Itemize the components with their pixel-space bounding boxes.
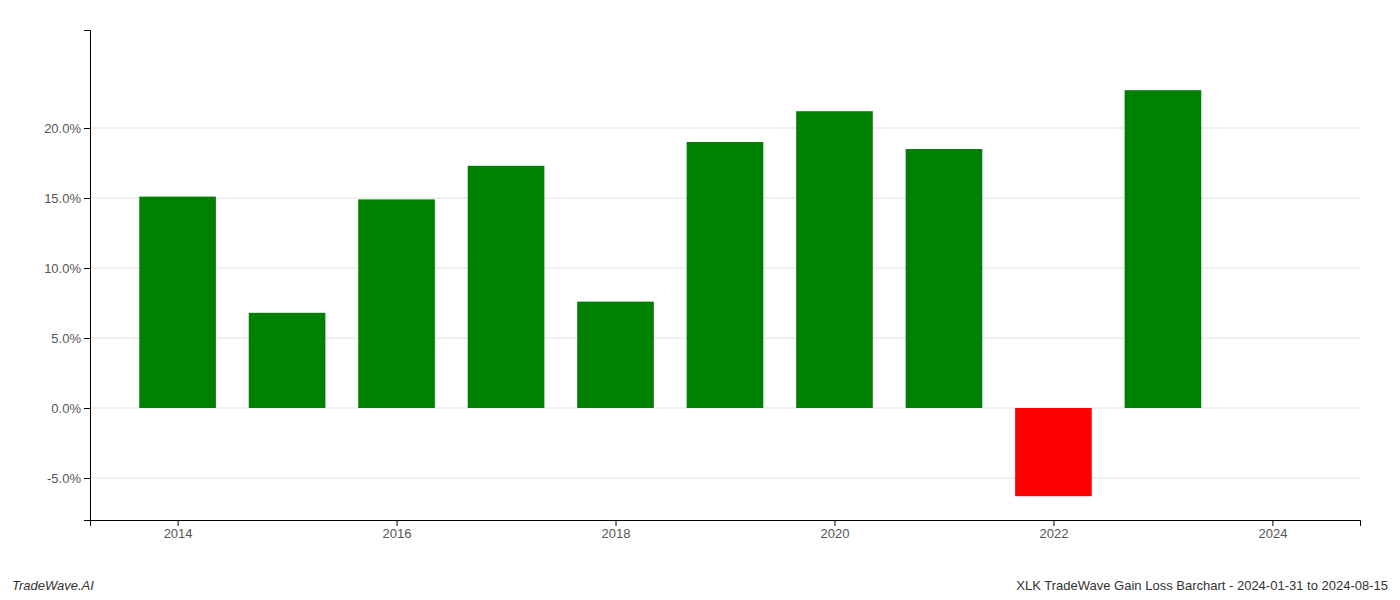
tick-mark — [84, 128, 90, 129]
tick-label: 2022 — [1039, 526, 1068, 541]
bar — [796, 111, 873, 408]
bar — [687, 142, 764, 408]
tick-label: 5.0% — [51, 331, 81, 346]
bar — [577, 302, 654, 408]
tick: 10.0% — [44, 261, 90, 276]
bar — [358, 199, 435, 408]
tick: -5.0% — [47, 471, 90, 486]
tick-mark — [1272, 520, 1273, 526]
tick: 15.0% — [44, 191, 90, 206]
tick-mark — [616, 520, 617, 526]
axis-line — [91, 521, 1361, 527]
tick: 2022 — [1039, 520, 1068, 541]
tick-mark — [178, 520, 179, 526]
tick: 2018 — [602, 520, 631, 541]
tick-label: 2018 — [602, 526, 631, 541]
tick: 5.0% — [51, 331, 90, 346]
bar — [1015, 408, 1092, 496]
tick: 2016 — [383, 520, 412, 541]
tick-mark — [84, 198, 90, 199]
tick-label: -5.0% — [47, 471, 81, 486]
tick-mark — [84, 408, 90, 409]
grid-line — [90, 478, 1360, 479]
bar — [468, 166, 545, 408]
tick-label: 2020 — [821, 526, 850, 541]
x-axis: 2014 2016 2018 2020 2022 2024 — [91, 520, 1361, 541]
tick-mark — [397, 520, 398, 526]
tick: 0.0% — [51, 401, 90, 416]
tick-label: 20.0% — [44, 121, 81, 136]
tick-label: 0.0% — [51, 401, 81, 416]
tick: 2024 — [1258, 520, 1287, 541]
title: XLK TradeWave Gain Loss Barchart - 2024-… — [1016, 578, 1388, 593]
tick-label: 2014 — [164, 526, 193, 541]
bar — [249, 313, 326, 408]
tick-mark — [84, 338, 90, 339]
chart: -5.0% 0.0% 5.0% 10.0% 15.0% 20.0% 2014 2016 2018… — [0, 0, 1400, 600]
tick-mark — [1053, 520, 1054, 526]
footer: TradeWave.AI XLK TradeWave Gain Loss Barc… — [12, 578, 1388, 593]
plot-area — [139, 90, 1201, 496]
axis-line — [84, 31, 91, 521]
bar — [139, 197, 216, 408]
tick-mark — [834, 520, 835, 526]
tick: 20.0% — [44, 121, 90, 136]
bar — [906, 149, 983, 408]
annotation: TradeWave.AI — [12, 578, 94, 593]
tick: 2014 — [164, 520, 193, 541]
tick-label: 10.0% — [44, 261, 81, 276]
tick: 2020 — [821, 520, 850, 541]
chart-container: -5.0% 0.0% 5.0% 10.0% 15.0% 20.0% 2014 2016 2018… — [0, 0, 1400, 600]
tick-mark — [84, 268, 90, 269]
tick-label: 15.0% — [44, 191, 81, 206]
y-axis: -5.0% 0.0% 5.0% 10.0% 15.0% 20.0% — [44, 31, 90, 521]
tick-label: 2016 — [383, 526, 412, 541]
tick-mark — [84, 478, 90, 479]
tick-label: 2024 — [1258, 526, 1287, 541]
bar — [1125, 90, 1202, 408]
